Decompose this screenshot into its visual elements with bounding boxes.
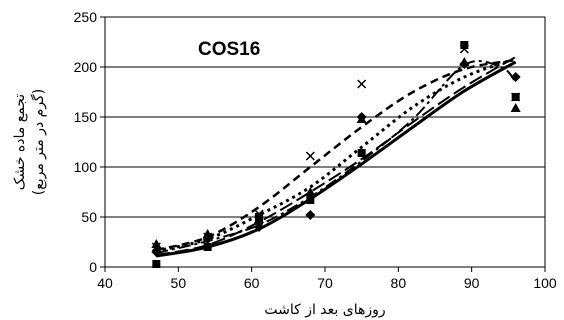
- plot-area: [104, 16, 546, 268]
- triangle-marker: [202, 229, 213, 238]
- y-tick-label: 100: [74, 159, 98, 175]
- x-tick-label: 100: [533, 275, 557, 291]
- square-marker: [306, 196, 315, 204]
- chart-title: COS16: [198, 39, 260, 60]
- fit-curve-4: [155, 58, 516, 252]
- square-marker: [203, 243, 212, 251]
- data-markers: [151, 41, 521, 268]
- fit-curve-3: [156, 60, 517, 254]
- triangle-marker: [356, 114, 367, 123]
- triangle-marker: [510, 103, 521, 112]
- square-marker: [357, 149, 366, 157]
- diamond-marker: [254, 222, 264, 232]
- fit-curve-5: [155, 57, 517, 253]
- y-tick-label: 150: [74, 109, 98, 125]
- x-tick-label: 50: [171, 275, 187, 291]
- x-marker: [305, 151, 315, 161]
- fit-curve-2: [156, 56, 517, 256]
- diamond-marker: [510, 72, 521, 82]
- x-marker: [357, 79, 367, 89]
- x-tick-label: 80: [391, 275, 407, 291]
- triangle-marker: [459, 57, 470, 66]
- triangle-marker: [151, 239, 162, 248]
- y-tick-label: 250: [74, 9, 98, 25]
- x-marker: [203, 232, 213, 242]
- x-tick-label: 40: [97, 275, 113, 291]
- x-axis-label: روزهای بعد از کاشت: [264, 302, 385, 318]
- y-tick-labels: 0 50 100 150 200 250: [74, 9, 105, 275]
- fit-curve-1: [156, 60, 517, 258]
- y-tick-label: 50: [81, 209, 97, 225]
- x-marker: [254, 209, 264, 219]
- x-tick-label: 90: [464, 275, 480, 291]
- y-axis-label-line1: تجمع ماده خشک: [12, 94, 28, 190]
- x-tick-label: 70: [317, 275, 333, 291]
- y-axis-label-line2: (گرم در متر مربع): [30, 89, 47, 195]
- x-tick-labels: 40 50 60 70 80 90 100: [97, 267, 557, 291]
- square-marker: [460, 41, 469, 49]
- square-marker: [152, 260, 161, 268]
- x-marker: [511, 92, 521, 102]
- diamond-marker: [305, 210, 316, 220]
- triangle-marker: [254, 214, 264, 223]
- fit-curves: [155, 56, 517, 258]
- y-tick-label: 200: [74, 59, 98, 75]
- triangle-marker: [305, 187, 316, 196]
- x-tick-label: 60: [244, 275, 260, 291]
- x-marker: [151, 242, 161, 252]
- x-marker: [459, 44, 469, 54]
- y-tick-label: 0: [89, 259, 97, 275]
- y-axis-label: تجمع ماده خشک (گرم در متر مربع): [12, 89, 47, 195]
